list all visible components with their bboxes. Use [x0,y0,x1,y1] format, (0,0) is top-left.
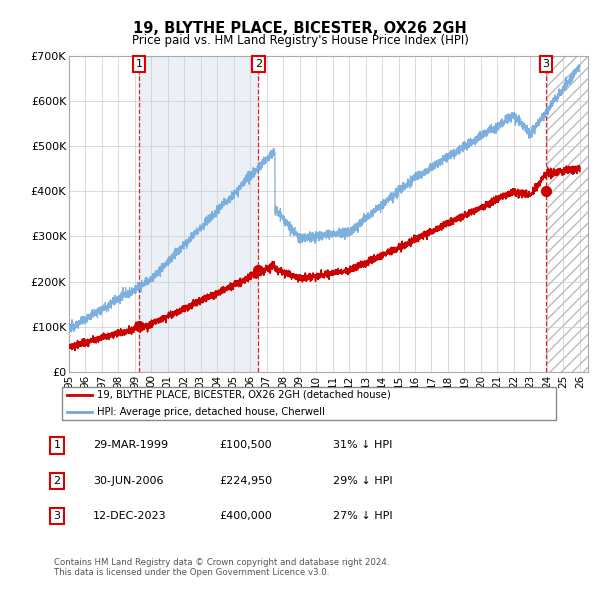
Text: 1: 1 [136,59,142,69]
Text: £100,500: £100,500 [219,441,272,450]
Text: 29% ↓ HPI: 29% ↓ HPI [333,476,392,486]
Text: Contains HM Land Registry data © Crown copyright and database right 2024.
This d: Contains HM Land Registry data © Crown c… [54,558,389,577]
Bar [139,56,259,372]
Text: HPI: Average price, detached house, Cherwell: HPI: Average price, detached house, Cher… [97,407,325,417]
Text: 12-DEC-2023: 12-DEC-2023 [93,512,167,521]
Text: 3: 3 [53,512,61,521]
Text: 1: 1 [53,441,61,450]
Bar [546,56,600,372]
Text: Price paid vs. HM Land Registry's House Price Index (HPI): Price paid vs. HM Land Registry's House … [131,34,469,47]
Text: 2: 2 [53,476,61,486]
Text: 30-JUN-2006: 30-JUN-2006 [93,476,163,486]
Text: 27% ↓ HPI: 27% ↓ HPI [333,512,392,521]
Text: 2: 2 [255,59,262,69]
FancyBboxPatch shape [62,386,556,420]
Text: 29-MAR-1999: 29-MAR-1999 [93,441,168,450]
Text: £400,000: £400,000 [219,512,272,521]
Text: £224,950: £224,950 [219,476,272,486]
Text: 3: 3 [542,59,550,69]
Text: 31% ↓ HPI: 31% ↓ HPI [333,441,392,450]
Text: 19, BLYTHE PLACE, BICESTER, OX26 2GH (detached house): 19, BLYTHE PLACE, BICESTER, OX26 2GH (de… [97,390,391,399]
Text: 19, BLYTHE PLACE, BICESTER, OX26 2GH: 19, BLYTHE PLACE, BICESTER, OX26 2GH [133,21,467,35]
